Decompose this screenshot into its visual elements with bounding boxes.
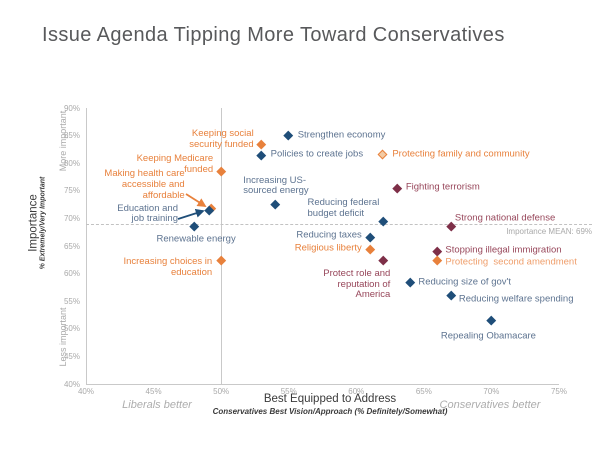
x-tick-70: 70% bbox=[483, 387, 500, 396]
label-policies-to-create-jobs: Policies to create jobs bbox=[270, 148, 364, 160]
point-reducing-size-of-gov-t bbox=[405, 277, 415, 287]
point-strengthen-economy bbox=[284, 130, 294, 141]
y-tick-55: 55% bbox=[63, 296, 80, 306]
label-protecting-second-amendment: Protecting second amendment bbox=[445, 256, 577, 268]
callout-arrow-orange bbox=[185, 193, 207, 207]
point-reducing-taxes bbox=[365, 233, 375, 243]
label-increasing-choices-in-education: Increasing choices in education bbox=[123, 256, 213, 278]
point-keeping-medicare-funded bbox=[216, 166, 226, 177]
reference-line-50pct bbox=[221, 108, 223, 384]
label-reducing-federal-budget-deficit: Reducing federal budget deficit bbox=[307, 197, 380, 220]
point-stopping-illegal-immigration bbox=[432, 246, 442, 257]
label-renewable-energy: Renewable energy bbox=[156, 233, 236, 245]
label-increasing-us-sourced-energy: Increasing US- sourced energy bbox=[243, 174, 309, 197]
point-repealing-obamacare bbox=[486, 315, 497, 326]
label-making-health-care-accessible-and-affordable: Making health care accessible and afford… bbox=[104, 168, 185, 201]
label-fighting-terrorism: Fighting terrorism bbox=[405, 181, 480, 193]
chart-title: Issue Agenda Tipping More Toward Conserv… bbox=[42, 24, 505, 46]
label-reducing-taxes: Reducing taxes bbox=[296, 229, 362, 241]
point-fighting-terrorism bbox=[392, 183, 402, 193]
label-protect-role-and-reputation-of-america: Protect role and reputation of America bbox=[323, 267, 391, 301]
point-protecting-second-amendment bbox=[432, 255, 442, 265]
x-tick-45: 45% bbox=[145, 387, 162, 396]
y-tick-40: 40% bbox=[63, 379, 80, 389]
point-keeping-social-security-funded bbox=[257, 139, 267, 149]
y-tick-45: 45% bbox=[63, 351, 80, 361]
label-keeping-medicare-funded: Keeping Medicare funded bbox=[136, 153, 214, 176]
y-axis-title: Importance bbox=[27, 194, 40, 252]
callout-arrow-navy bbox=[177, 208, 205, 220]
label-reducing-welfare-spending: Reducing welfare spending bbox=[458, 293, 574, 305]
point-increasing-choices-in-education bbox=[216, 255, 226, 265]
y-axis-title-block: Importance % Extremely/Very Important bbox=[28, 177, 47, 270]
point-policies-to-create-jobs bbox=[257, 150, 267, 160]
y-tick-75: 75% bbox=[63, 186, 80, 196]
point-increasing-us-sourced-energy bbox=[270, 199, 280, 210]
x-tick-60: 60% bbox=[348, 387, 365, 396]
mean-line-label: Importance MEAN: 69% bbox=[506, 226, 592, 236]
label-education-and-job-training: Education and job training bbox=[117, 202, 178, 225]
label-strengthen-economy: Strengthen economy bbox=[297, 129, 386, 141]
label-stopping-illegal-immigration: Stopping illegal immigration bbox=[445, 244, 562, 256]
x-axis-line bbox=[86, 384, 559, 385]
point-protect-role-and-reputation-of-america bbox=[378, 255, 388, 265]
y-tick-60: 60% bbox=[63, 269, 80, 279]
y-tick-90: 90% bbox=[63, 103, 80, 113]
label-repealing-obamacare: Repealing Obamacare bbox=[440, 330, 536, 342]
point-protecting-family-and-community bbox=[377, 149, 388, 160]
label-strong-national-defense: Strong national defense bbox=[454, 212, 556, 224]
x-axis-note-conservatives: Conservatives better bbox=[439, 399, 541, 411]
x-axis-note-liberals: Liberals better bbox=[122, 399, 192, 411]
y-axis-subtitle: % Extremely/Very Important bbox=[39, 176, 47, 270]
x-tick-75: 75% bbox=[550, 387, 567, 396]
point-religious-liberty bbox=[365, 244, 375, 254]
label-protecting-family-and-community: Protecting family and community bbox=[392, 148, 530, 160]
x-tick-50: 50% bbox=[213, 387, 230, 396]
y-tick-65: 65% bbox=[63, 241, 80, 251]
label-reducing-size-of-gov-t: Reducing size of gov't bbox=[418, 276, 511, 288]
label-keeping-social-security-funded: Keeping social security funded bbox=[189, 128, 254, 150]
y-tick-70: 70% bbox=[63, 213, 80, 223]
point-reducing-welfare-spending bbox=[446, 291, 456, 301]
x-tick-65: 65% bbox=[415, 387, 432, 396]
y-tick-85: 85% bbox=[63, 131, 80, 141]
label-religious-liberty: Religious liberty bbox=[294, 242, 362, 254]
x-axis-title: Best Equipped to Address bbox=[263, 393, 397, 405]
x-axis-subtitle: Conservatives Best Vision/Approach (% De… bbox=[212, 407, 448, 416]
x-tick-40: 40% bbox=[77, 387, 94, 396]
y-tick-80: 80% bbox=[63, 158, 80, 168]
y-axis-line bbox=[86, 108, 87, 384]
x-tick-55: 55% bbox=[280, 387, 297, 396]
y-tick-50: 50% bbox=[63, 324, 80, 334]
importance-mean-line bbox=[86, 223, 592, 225]
